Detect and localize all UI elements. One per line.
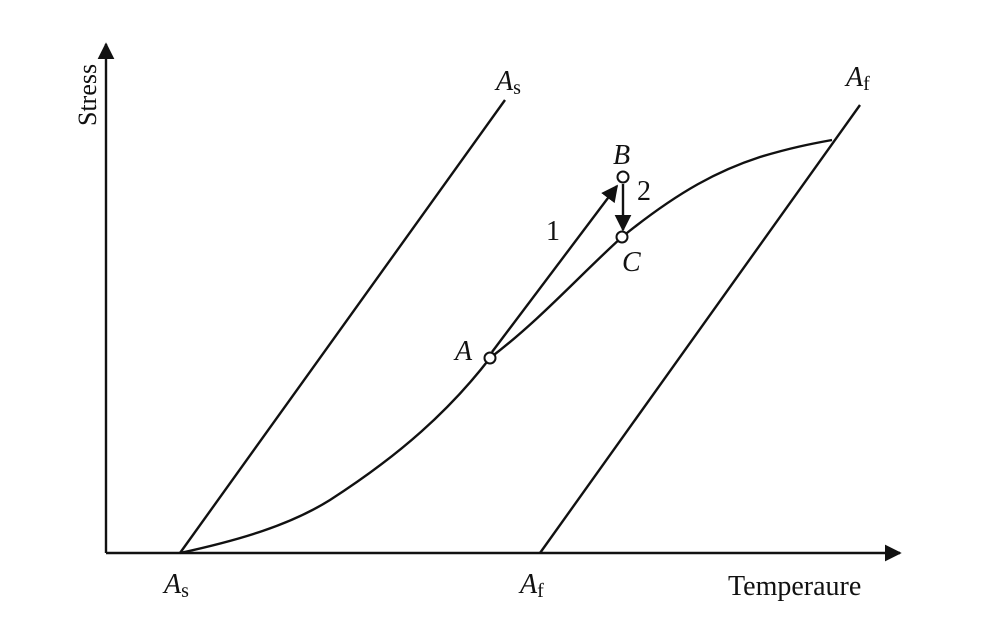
path-2-label: 2	[637, 176, 651, 207]
path-1-label: 1	[546, 216, 560, 247]
point-b-label: B	[613, 140, 630, 171]
point-a-marker	[483, 351, 497, 365]
as-line	[179, 99, 506, 554]
as-x-axis-label: As	[162, 569, 189, 602]
point-b-marker	[616, 170, 630, 184]
x-axis-label: Temperaure	[728, 571, 861, 602]
af-line	[539, 104, 861, 554]
af-x-axis-label: Af	[518, 569, 544, 602]
point-c-marker	[615, 230, 629, 244]
af-line-top-label: Af	[844, 62, 870, 95]
path-1-arrow	[491, 184, 619, 353]
point-a-label: A	[453, 336, 473, 367]
transformation-curve	[179, 138, 833, 555]
y-axis-label: Stress	[73, 64, 102, 126]
point-c-label: C	[622, 247, 641, 278]
as-line-top-label: As	[494, 66, 521, 99]
